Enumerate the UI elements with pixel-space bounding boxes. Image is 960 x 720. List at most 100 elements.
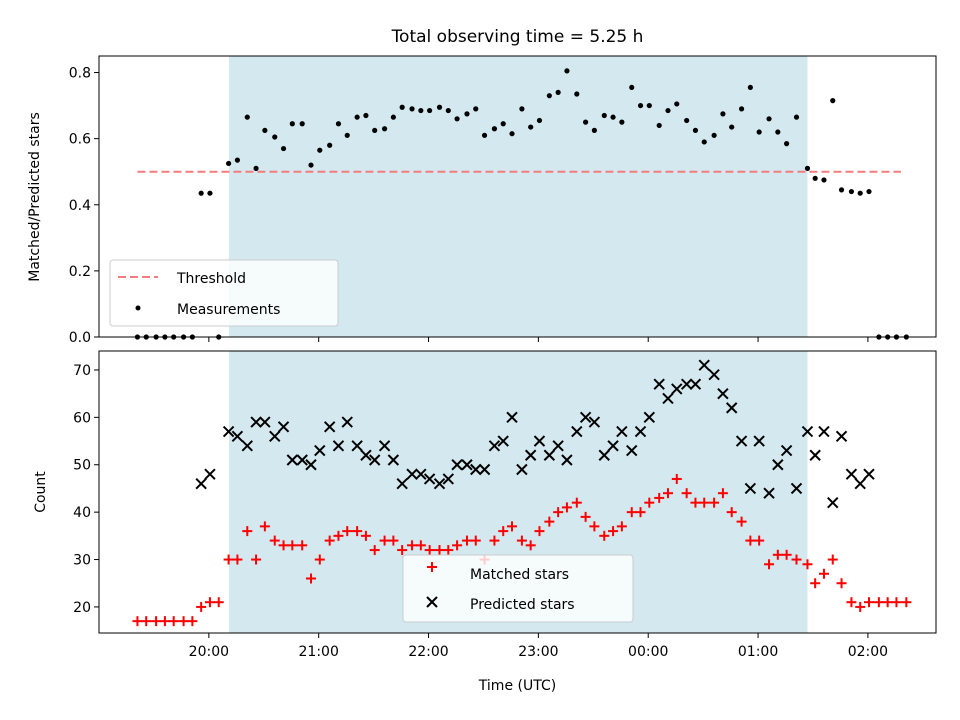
matched-star-point — [525, 540, 536, 551]
xtick-label: 21:00 — [299, 644, 339, 660]
matched-star-point — [516, 535, 527, 546]
xtick-label: 23:00 — [518, 644, 558, 660]
predicted-star-point — [433, 477, 446, 490]
measurement-point — [253, 165, 259, 171]
matched-star-point — [369, 545, 380, 556]
measurement-point — [244, 114, 250, 120]
measurement-point — [363, 112, 369, 119]
matched-star-point — [571, 497, 582, 508]
matched-star-point — [379, 535, 390, 546]
measurement-point — [509, 131, 515, 137]
x-axis-label: Time (UTC) — [478, 678, 556, 694]
predicted-star-point — [387, 454, 400, 466]
matched-star-point — [196, 601, 207, 612]
top-ytick-label: 0.6 — [69, 132, 91, 148]
predicted-star-point — [231, 430, 244, 443]
bottom-ytick-label: 60 — [73, 410, 91, 426]
predicted-star-point — [698, 359, 710, 371]
predicted-star-point — [195, 477, 207, 490]
matched-star-point — [599, 530, 610, 541]
matched-star-point — [726, 507, 737, 518]
matched-star-point — [891, 597, 902, 608]
predicted-star-point — [579, 411, 592, 424]
measurement-point — [381, 126, 388, 132]
matched-star-point — [810, 578, 821, 589]
matched-star-point — [544, 516, 555, 527]
matched-star-point — [151, 616, 162, 627]
predicted-star-point — [626, 444, 638, 457]
measurement-point — [262, 127, 268, 133]
measurement-point — [399, 104, 405, 110]
threshold-legend-label: Threshold — [176, 271, 246, 287]
measurement-point — [766, 116, 772, 122]
measurement-point — [866, 188, 872, 195]
matched-star-point — [791, 554, 802, 565]
matched-star-point — [223, 554, 234, 565]
matched-star-point — [781, 549, 792, 560]
xtick-label: 01:00 — [738, 644, 778, 660]
matched-star-point — [269, 535, 280, 546]
matched-star-point — [461, 535, 472, 546]
matched-star-point — [352, 526, 363, 537]
matched-star-point — [662, 488, 673, 499]
matched-star-point — [690, 497, 701, 508]
measurement-point — [564, 68, 570, 74]
bottom-legend: Matched stars Predicted stars — [402, 554, 634, 623]
xtick-label: 22:00 — [408, 644, 448, 660]
measurement-point — [701, 139, 707, 145]
matched-star-point — [561, 502, 572, 513]
matched-star-point — [644, 497, 655, 508]
predicted-star-point — [250, 416, 262, 428]
measurement-point — [830, 98, 836, 104]
matched-star-point — [287, 540, 298, 551]
measurement-point — [711, 132, 717, 138]
predicted-star-point — [277, 421, 290, 433]
predicted-star-point — [368, 454, 381, 466]
xtick-label: 00:00 — [628, 644, 668, 660]
measurement-point — [289, 121, 295, 127]
predicted-star-point — [406, 468, 418, 480]
predicted-star-point — [533, 435, 546, 447]
predicted-star-point — [671, 383, 683, 395]
measurement-point — [784, 141, 790, 147]
matched-star-point — [772, 549, 783, 560]
measurement-point — [317, 147, 323, 153]
predicted-star-point — [763, 487, 775, 499]
measurement-point — [848, 188, 855, 195]
matched-star-point — [141, 616, 152, 627]
predicted-star-point — [259, 416, 271, 428]
predicted-star-point — [488, 440, 501, 452]
predicted-legend-marker — [426, 596, 438, 608]
measurement-point — [418, 107, 424, 114]
top-legend: Threshold Measurements — [109, 259, 339, 327]
matched-star-point — [213, 597, 224, 608]
measurement-point — [473, 106, 479, 112]
matched-star-point — [498, 526, 509, 537]
measurement-point — [838, 187, 845, 193]
matched-star-point — [635, 507, 646, 518]
matched-star-point — [204, 597, 215, 608]
bottom-ytick-label: 20 — [73, 600, 91, 616]
predicted-star-point — [863, 468, 875, 480]
matched-star-point — [671, 473, 682, 484]
matched-star-point — [434, 545, 445, 556]
top-title: Total observing time = 5.25 h — [391, 27, 644, 47]
measurement-point — [536, 117, 543, 124]
measurement-point — [234, 157, 241, 163]
bottom-panel: 20 30 40 50 60 70 20:00 21:00 22:00 23:00 00:00 01… — [33, 350, 937, 694]
measurement-point — [747, 84, 753, 91]
matched-star-point — [443, 545, 454, 556]
measurement-point — [775, 129, 781, 135]
measurement-point — [583, 119, 589, 125]
measurement-point — [812, 175, 818, 181]
measurement-point — [610, 114, 616, 120]
measurement-point — [656, 122, 662, 129]
bottom-ytick-label: 30 — [73, 553, 91, 569]
predicted-star-point — [314, 444, 326, 457]
measurement-point — [591, 127, 597, 133]
predicted-legend-label: Predicted stars — [470, 597, 575, 613]
measurement-point — [344, 132, 350, 138]
predicted-star-point — [470, 463, 482, 476]
top-ytick-label: 0.2 — [69, 264, 91, 280]
measurement-point — [637, 102, 644, 109]
